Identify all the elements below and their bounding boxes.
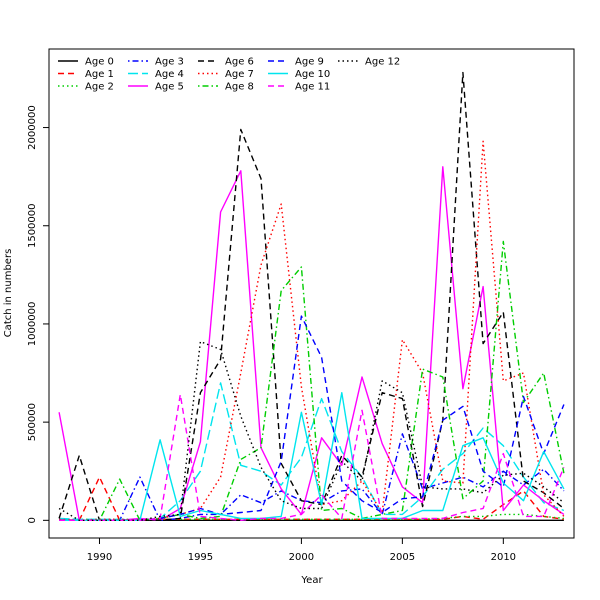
x-axis: 1990 1995 2000 2005 2010 [87,537,516,563]
series-line-age-10 [59,392,565,521]
y-tick-label: 2000000 [27,105,38,150]
y-axis: 0 500000 1000000 1500000 2000000 [27,105,50,524]
y-tick-label: 1500000 [27,203,38,248]
x-tick-label: 2010 [491,552,516,563]
legend-label: Age 9 [295,57,324,68]
y-tick-label: 500000 [27,403,38,441]
legend-label: Age 3 [155,57,184,68]
legend-label: Age 5 [155,82,184,93]
legend-label: Age 10 [295,69,330,80]
series-line-age-2 [59,513,564,520]
legend-label: Age 11 [295,82,330,93]
legend-label: Age 4 [155,69,184,80]
series-line-age-3 [59,433,565,521]
legend-label: Age 6 [225,57,254,68]
x-tick-label: 1995 [188,552,213,563]
series-line-age-6 [58,71,565,521]
legend-label: Age 0 [85,57,114,68]
legend-label: Age 1 [85,69,114,80]
y-tick-label: 0 [27,517,38,523]
legend-label: Age 12 [365,57,400,68]
series-line-age-11 [59,393,565,521]
x-tick-label: 1990 [87,552,112,563]
x-tick-label: 2000 [289,552,314,563]
y-tick-label: 1000000 [27,302,38,347]
x-axis-title: Year [300,575,323,586]
x-tick-label: 2005 [390,552,415,563]
legend-label: Age 2 [85,82,114,93]
series-layer [58,71,565,521]
legend-label: Age 8 [225,82,254,93]
legend-label: Age 7 [225,69,254,80]
y-axis-title: Catch in numbers [3,249,14,338]
